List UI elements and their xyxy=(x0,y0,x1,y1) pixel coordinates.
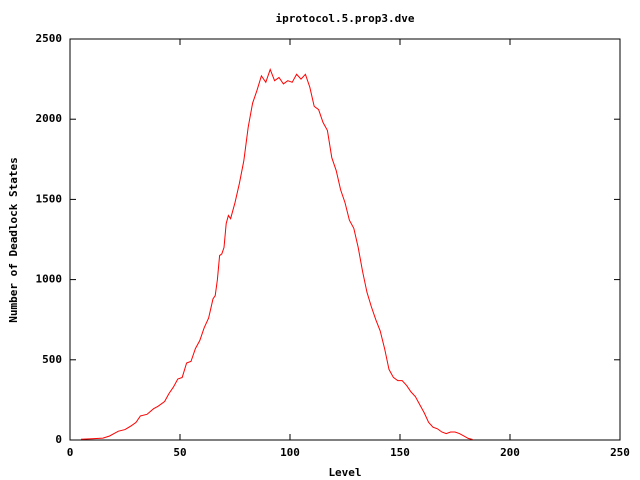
x-tick-label: 150 xyxy=(390,446,410,459)
y-axis-label: Number of Deadlock States xyxy=(7,157,20,323)
plot-border xyxy=(69,38,621,441)
y-tick-label: 1000 xyxy=(36,273,63,286)
y-tick-label: 2500 xyxy=(36,32,63,45)
y-tick-label: 2000 xyxy=(36,112,63,125)
x-tick-label: 100 xyxy=(280,446,300,459)
data-line xyxy=(80,68,473,441)
x-axis-label: Level xyxy=(328,466,361,479)
x-tick-label: 0 xyxy=(67,446,74,459)
x-tick-label: 50 xyxy=(173,446,186,459)
y-tick-label: 500 xyxy=(42,353,62,366)
y-tick-label: 0 xyxy=(55,433,62,446)
x-tick-label: 250 xyxy=(610,446,630,459)
chart-title: iprotocol.5.prop3.dve xyxy=(275,12,414,25)
x-tick-label: 200 xyxy=(500,446,520,459)
y-tick-label: 1500 xyxy=(36,192,63,205)
